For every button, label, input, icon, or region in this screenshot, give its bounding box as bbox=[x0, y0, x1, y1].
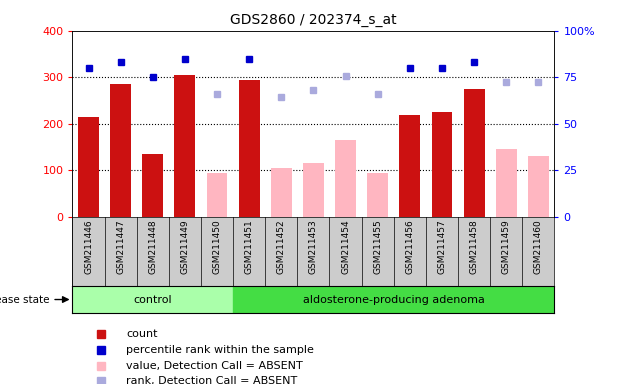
Bar bbox=[303, 164, 324, 217]
Bar bbox=[367, 173, 388, 217]
Text: rank, Detection Call = ABSENT: rank, Detection Call = ABSENT bbox=[126, 376, 297, 384]
Bar bbox=[110, 84, 131, 217]
Bar bbox=[399, 114, 420, 217]
Bar bbox=[464, 89, 484, 217]
Text: GSM211449: GSM211449 bbox=[180, 219, 190, 274]
Bar bbox=[78, 117, 99, 217]
Text: GSM211460: GSM211460 bbox=[534, 219, 543, 274]
Bar bbox=[432, 112, 452, 217]
Bar bbox=[175, 75, 195, 217]
Text: value, Detection Call = ABSENT: value, Detection Call = ABSENT bbox=[126, 361, 303, 371]
Text: GSM211459: GSM211459 bbox=[501, 219, 511, 274]
Text: GSM211458: GSM211458 bbox=[469, 219, 479, 274]
Text: GSM211448: GSM211448 bbox=[148, 219, 158, 274]
Bar bbox=[496, 149, 517, 217]
Bar bbox=[207, 173, 227, 217]
Text: GSM211452: GSM211452 bbox=[277, 219, 286, 274]
Text: aldosterone-producing adenoma: aldosterone-producing adenoma bbox=[303, 295, 484, 305]
Bar bbox=[335, 140, 356, 217]
Title: GDS2860 / 202374_s_at: GDS2860 / 202374_s_at bbox=[230, 13, 397, 27]
Bar bbox=[528, 156, 549, 217]
Text: GSM211453: GSM211453 bbox=[309, 219, 318, 274]
Bar bbox=[72, 286, 233, 313]
Bar bbox=[142, 154, 163, 217]
Text: GSM211457: GSM211457 bbox=[437, 219, 447, 274]
Bar bbox=[271, 168, 292, 217]
Text: GSM211451: GSM211451 bbox=[244, 219, 254, 274]
Text: GSM211455: GSM211455 bbox=[373, 219, 382, 274]
Text: control: control bbox=[134, 295, 172, 305]
Bar bbox=[239, 79, 260, 217]
Text: count: count bbox=[126, 329, 158, 339]
Text: GSM211454: GSM211454 bbox=[341, 219, 350, 274]
Bar bbox=[233, 286, 554, 313]
Text: GSM211456: GSM211456 bbox=[405, 219, 415, 274]
Text: GSM211450: GSM211450 bbox=[212, 219, 222, 274]
Text: GSM211446: GSM211446 bbox=[84, 219, 93, 274]
Text: GSM211447: GSM211447 bbox=[116, 219, 125, 274]
Text: percentile rank within the sample: percentile rank within the sample bbox=[126, 345, 314, 355]
Text: disease state: disease state bbox=[0, 295, 49, 305]
